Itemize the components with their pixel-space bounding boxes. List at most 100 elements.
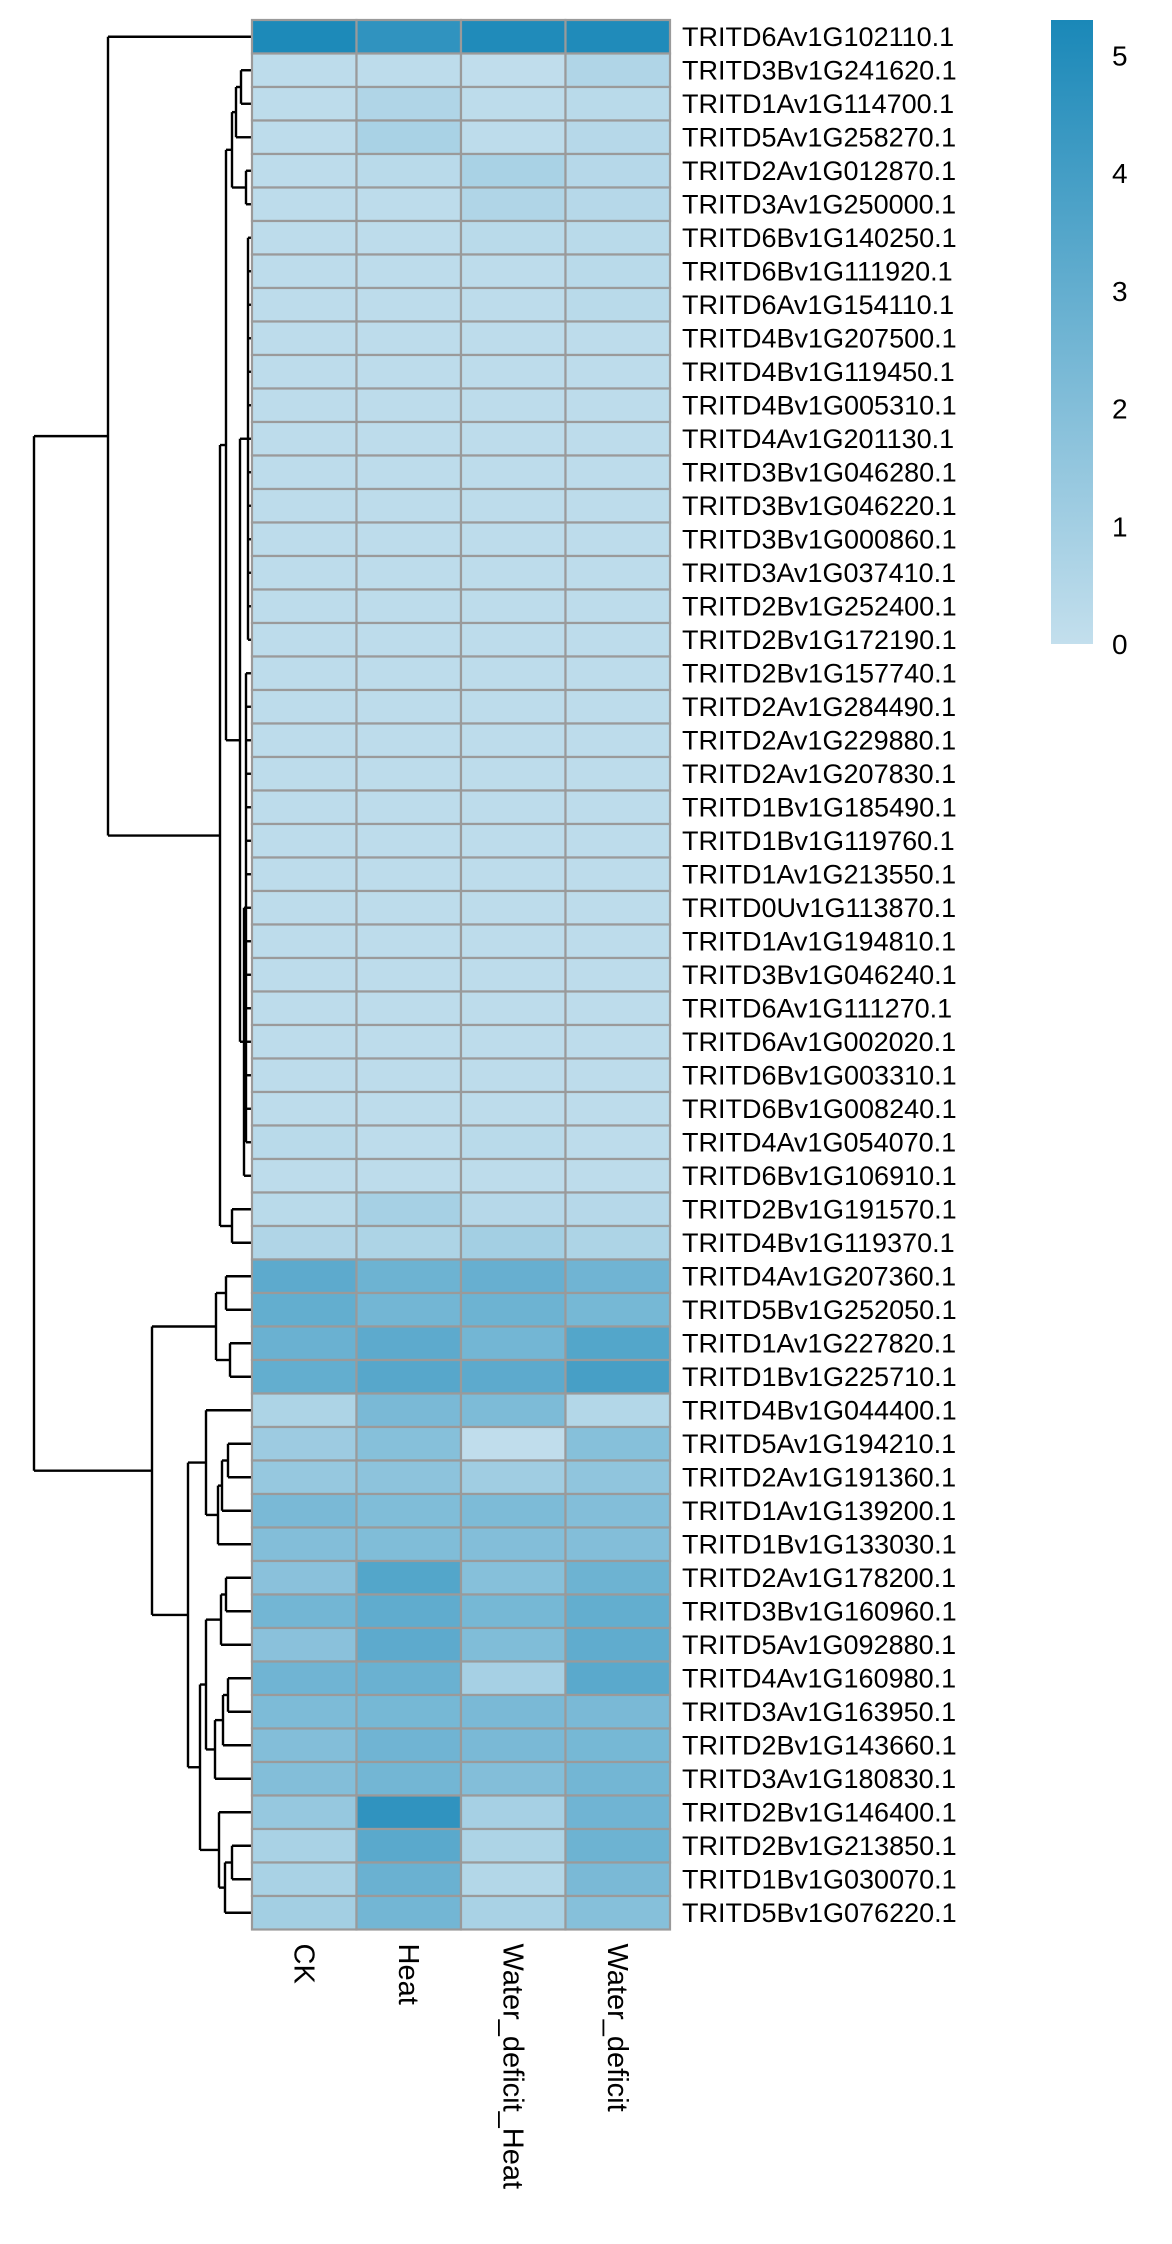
heatmap-cell [250, 1358, 358, 1395]
row-label: TRITD3Bv1G046220.1 [682, 491, 957, 521]
heatmap-cell [355, 487, 463, 524]
heatmap-cell [564, 387, 672, 424]
legend-tick-label: 4 [1112, 158, 1128, 189]
row-label: TRITD1Av1G194810.1 [682, 926, 956, 956]
heatmap-cell [564, 1191, 672, 1228]
row-label: TRITD1Bv1G119760.1 [682, 826, 955, 856]
heatmap-cell [459, 1325, 567, 1362]
heatmap-cell [250, 487, 358, 524]
heatmap-cell [564, 85, 672, 122]
heatmap-cell [250, 219, 358, 256]
row-label: TRITD2Bv1G146400.1 [682, 1797, 957, 1827]
row-label: TRITD2Av1G229880.1 [682, 725, 956, 755]
heatmap-cell [564, 1693, 672, 1730]
heatmap-cell [459, 1023, 567, 1060]
heatmap-cell [564, 1023, 672, 1060]
heatmap-cell [459, 219, 567, 256]
heatmap-cell [355, 1827, 463, 1864]
heatmap-cell [355, 387, 463, 424]
heatmap-cell [564, 1827, 672, 1864]
heatmap-cell [250, 889, 358, 926]
heatmap-cell [355, 856, 463, 893]
heatmap-cell [564, 889, 672, 926]
heatmap-cell [250, 1124, 358, 1161]
heatmap-cell [564, 1727, 672, 1764]
heatmap-cell [459, 1727, 567, 1764]
heatmap-cell [355, 85, 463, 122]
heatmap-cell [355, 1727, 463, 1764]
row-dendrogram [32, 35, 252, 1914]
heatmap-cell [564, 1325, 672, 1362]
heatmap-cell [564, 1124, 672, 1161]
heatmap-cell [564, 1559, 672, 1596]
heatmap-cell [355, 1425, 463, 1462]
heatmap-cell [355, 1894, 463, 1931]
heatmap-cell [564, 1459, 672, 1496]
heatmap-cell [250, 521, 358, 558]
heatmap-cell [564, 353, 672, 390]
heatmap-cell [250, 1861, 358, 1898]
legend-color-bar [1051, 20, 1093, 644]
heatmap-cell [459, 856, 567, 893]
heatmap-cell [355, 1861, 463, 1898]
heatmap-cell [459, 1057, 567, 1094]
heatmap-cell [355, 655, 463, 692]
heatmap-cell [459, 1224, 567, 1261]
heatmap-cell [355, 755, 463, 792]
row-label: TRITD1Av1G213550.1 [682, 859, 956, 889]
heatmap-cell [355, 1593, 463, 1630]
heatmap-cell [564, 1861, 672, 1898]
heatmap-cell [564, 822, 672, 859]
row-label: TRITD0Uv1G113870.1 [682, 893, 956, 923]
heatmap-cell [459, 1894, 567, 1931]
heatmap-cell [459, 521, 567, 558]
heatmap-cell [250, 1526, 358, 1563]
heatmap-cell [459, 454, 567, 491]
heatmap-cell [250, 454, 358, 491]
heatmap-cell [564, 1090, 672, 1127]
heatmap-cell [564, 1794, 672, 1831]
row-label: TRITD3Bv1G000860.1 [682, 524, 957, 554]
heatmap-cell [355, 353, 463, 390]
heatmap-cell [459, 85, 567, 122]
heatmap-cell [564, 1593, 672, 1630]
row-label: TRITD4Av1G054070.1 [682, 1127, 956, 1157]
heatmap-cell [250, 1392, 358, 1429]
heatmap-cell [459, 889, 567, 926]
heatmap-cell [459, 722, 567, 759]
heatmap-cell [459, 956, 567, 993]
heatmap-cell [355, 923, 463, 960]
row-label: TRITD3Bv1G160960.1 [682, 1596, 957, 1626]
heatmap-cell [355, 1660, 463, 1697]
heatmap-cell [250, 755, 358, 792]
row-label: TRITD2Bv1G157740.1 [682, 658, 957, 688]
heatmap-cell [564, 253, 672, 290]
legend-ticks: 0 1 2 3 4 5 [1112, 40, 1128, 660]
heatmap-cell [564, 119, 672, 156]
heatmap-cell [564, 923, 672, 960]
heatmap-cell [459, 18, 567, 55]
heatmap-cell [459, 923, 567, 960]
heatmap-cell [355, 420, 463, 457]
column-label: CK [287, 1944, 319, 1985]
heatmap-cell [250, 688, 358, 725]
heatmap-cell [355, 688, 463, 725]
heatmap-cell [564, 521, 672, 558]
legend-tick-label: 5 [1112, 40, 1128, 71]
heatmap-cell [459, 253, 567, 290]
heatmap-cell [250, 1191, 358, 1228]
heatmap-cell [250, 1693, 358, 1730]
heatmap-cell [250, 1894, 358, 1931]
heatmap-cell [355, 52, 463, 89]
heatmap-cell [250, 52, 358, 89]
heatmap-cell [459, 119, 567, 156]
heatmap-cell [564, 1626, 672, 1663]
row-label: TRITD1Av1G139200.1 [682, 1496, 956, 1526]
heatmap-cell [564, 554, 672, 591]
heatmap-cell [250, 152, 358, 189]
heatmap-cell [564, 1057, 672, 1094]
heatmap-cell [250, 1291, 358, 1328]
row-label: TRITD4Bv1G044400.1 [682, 1395, 957, 1425]
heatmap-cell [459, 755, 567, 792]
row-label: TRITD2Av1G191360.1 [682, 1462, 956, 1492]
